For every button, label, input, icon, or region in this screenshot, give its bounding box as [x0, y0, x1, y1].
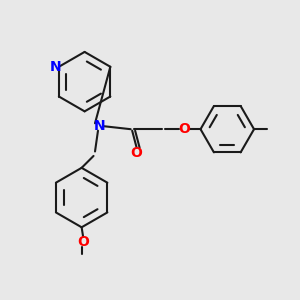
Text: N: N: [50, 60, 61, 74]
Text: O: O: [178, 122, 190, 136]
Text: O: O: [77, 235, 89, 249]
Text: O: O: [131, 146, 142, 160]
Text: N: N: [94, 119, 105, 133]
